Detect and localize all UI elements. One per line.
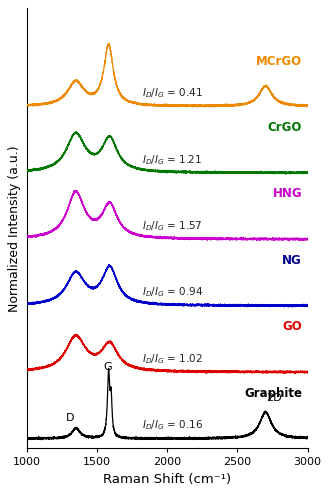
Text: NG: NG bbox=[282, 254, 302, 267]
Text: $I_D/I_G$ = 1.21: $I_D/I_G$ = 1.21 bbox=[142, 153, 202, 166]
Y-axis label: Normalized Intensity (a.u.): Normalized Intensity (a.u.) bbox=[8, 145, 21, 312]
Text: MCrGO: MCrGO bbox=[256, 54, 302, 68]
Text: $I_D/I_G$ = 0.16: $I_D/I_G$ = 0.16 bbox=[142, 418, 203, 432]
Text: HNG: HNG bbox=[273, 187, 302, 201]
Text: G: G bbox=[103, 362, 112, 372]
Text: 2D: 2D bbox=[266, 393, 282, 403]
Text: $I_D/I_G$ = 0.41: $I_D/I_G$ = 0.41 bbox=[142, 86, 203, 100]
Text: CrGO: CrGO bbox=[268, 121, 302, 134]
X-axis label: Raman Shift (cm⁻¹): Raman Shift (cm⁻¹) bbox=[103, 473, 231, 486]
Text: Graphite: Graphite bbox=[244, 387, 302, 400]
Text: $I_D/I_G$ = 1.02: $I_D/I_G$ = 1.02 bbox=[142, 352, 203, 366]
Text: $I_D/I_G$ = 0.94: $I_D/I_G$ = 0.94 bbox=[142, 286, 203, 299]
Text: GO: GO bbox=[282, 320, 302, 333]
Text: D: D bbox=[66, 413, 75, 423]
Text: $I_D/I_G$ = 1.57: $I_D/I_G$ = 1.57 bbox=[142, 219, 202, 233]
